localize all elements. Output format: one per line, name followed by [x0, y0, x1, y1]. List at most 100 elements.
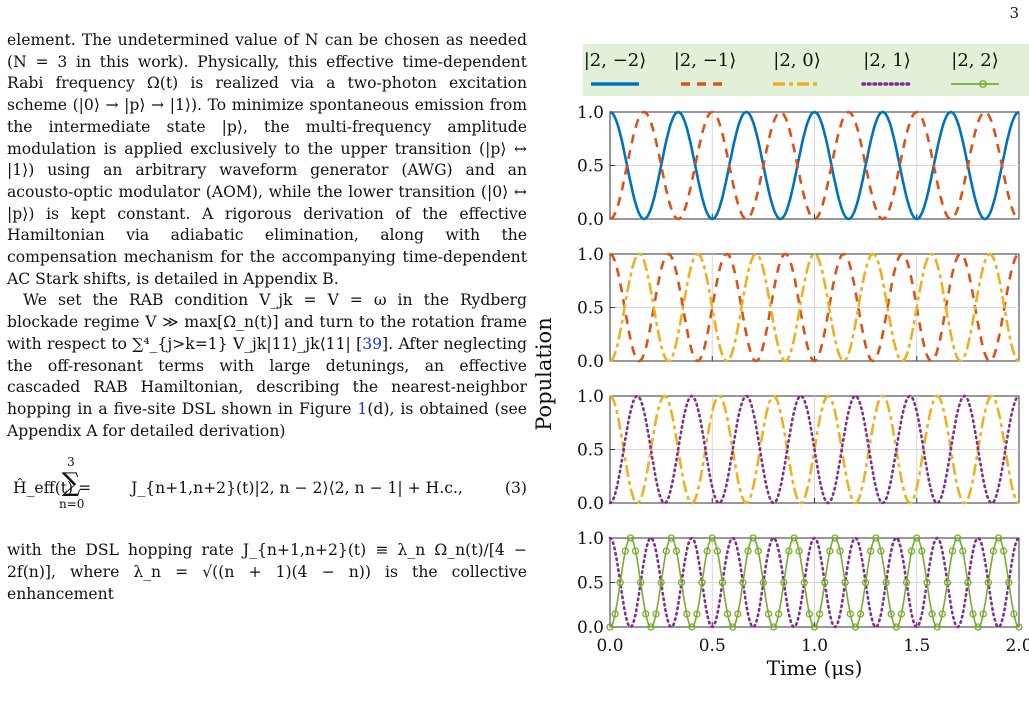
x-tick-label-0: 0.0 — [596, 636, 623, 656]
y-tick-label-1-2: 1.0 — [577, 245, 604, 265]
series-marker-3-1-57 — [897, 610, 906, 618]
series-marker-3-1-64 — [933, 623, 941, 631]
series-marker-3-1-59 — [907, 547, 916, 555]
citation-link-39[interactable]: 39 — [362, 334, 383, 353]
series-marker-3-1-9 — [652, 610, 660, 618]
series-marker-3-1-52 — [872, 534, 880, 542]
series-marker-3-1-60 — [913, 534, 921, 542]
series-marker-3-1-23 — [723, 610, 732, 618]
y-tick-label-3-0: 0.0 — [577, 618, 604, 638]
series-marker-3-1-55 — [887, 610, 895, 618]
series-marker-3-1-74 — [984, 578, 992, 587]
series-marker-3-1-78 — [1005, 578, 1013, 587]
sum-symbol: ∑ — [61, 468, 81, 499]
series-marker-3-1-17 — [693, 610, 701, 618]
x-tick-label-1: 0.5 — [699, 636, 726, 656]
series-marker-3-1-0 — [606, 623, 614, 631]
series-line-2-1 — [608, 394, 1021, 505]
series-marker-3-1-39 — [805, 610, 814, 618]
paragraph-3: with the DSL hopping rate J_{n+1,n+2}(t)… — [7, 541, 527, 603]
series-marker-3-1-70 — [964, 578, 972, 587]
series-marker-3-1-31 — [764, 610, 773, 618]
series-marker-3-1-8 — [647, 623, 655, 631]
legend-label-3: |2, 1⟩ — [863, 50, 910, 71]
legend-label-4: |2, 2⟩ — [951, 50, 998, 71]
equation-3: 3 ∑ n=0 Ĥ_eff(t) = J_{n+1,n+2}(t)|2, n −… — [7, 456, 527, 530]
series-marker-3-1-42 — [821, 578, 829, 587]
series-marker-3-1-12 — [667, 534, 676, 542]
legend-label-0: |2, −2⟩ — [584, 50, 647, 71]
series-marker-3-1-15 — [683, 610, 691, 618]
series-marker-3-1-29 — [754, 547, 762, 555]
equation-rhs: J_{n+1,n+2}(t)|2, n − 2⟩⟨2, n − 1| + H.c… — [131, 479, 463, 498]
series-marker-3-1-14 — [677, 578, 686, 587]
x-axis-label: Time (μs) — [767, 656, 863, 680]
series-marker-3-1-2 — [616, 578, 624, 587]
series-marker-3-1-71 — [969, 610, 977, 618]
series-marker-3-1-30 — [759, 578, 768, 587]
series-marker-3-1-41 — [815, 610, 824, 618]
series-marker-3-1-22 — [718, 578, 727, 587]
series-marker-3-1-7 — [642, 610, 650, 618]
y-tick-label-2-1: 0.5 — [577, 441, 604, 461]
series-line-3-1 — [609, 537, 1020, 628]
series-marker-3-1-77 — [1000, 547, 1008, 555]
series-marker-3-1-49 — [856, 610, 865, 618]
equation-body: Ĥ_eff(t) = J_{n+1,n+2}(t)|2, n − 2⟩⟨2, n… — [13, 478, 463, 500]
series-marker-3-1-35 — [785, 547, 793, 555]
series-marker-3-1-1 — [611, 610, 619, 618]
series-marker-3-1-75 — [989, 547, 998, 555]
series-line-0-1 — [609, 110, 1020, 221]
y-tick-label-0-0: 0.0 — [577, 210, 604, 230]
sum-lower-limit: n=0 — [59, 497, 85, 512]
series-marker-3-1-72 — [974, 623, 982, 631]
y-tick-label-3-1: 0.5 — [577, 574, 604, 594]
sum-upper-limit: 3 — [67, 455, 75, 470]
series-marker-3-1-43 — [826, 547, 834, 555]
series-marker-3-1-62 — [923, 578, 931, 587]
series-marker-3-1-6 — [637, 578, 645, 587]
series-marker-3-1-80 — [1015, 623, 1023, 631]
figure: |2, −2⟩ |2, −1⟩ |2, 0⟩ |2, 1⟩ |2, 2⟩ Populati… — [532, 44, 1029, 704]
series-marker-3-1-27 — [744, 547, 752, 555]
series-marker-3-1-50 — [861, 578, 870, 587]
legend-label-2: |2, 0⟩ — [773, 50, 820, 71]
paragraph-1: element. The undetermined value of N can… — [7, 31, 527, 288]
series-marker-3-1-5 — [631, 547, 640, 555]
x-tick-label-3: 1.5 — [903, 636, 930, 656]
y-tick-label-2-0: 0.0 — [577, 494, 604, 514]
series-marker-3-1-53 — [877, 547, 885, 555]
series-marker-3-1-40 — [810, 623, 819, 631]
series-marker-3-1-66 — [943, 578, 952, 587]
series-marker-3-1-58 — [902, 578, 911, 587]
legend-box — [583, 44, 1029, 96]
series-marker-3-1-19 — [703, 547, 711, 555]
series-marker-3-1-69 — [959, 547, 967, 555]
y-tick-label-1-0: 0.0 — [577, 352, 604, 372]
paragraph-2-part-a: We set the RAB condition V_jk = V = ω in… — [7, 291, 527, 353]
y-tick-label-0-1: 0.5 — [577, 157, 604, 177]
series-marker-3-1-13 — [672, 547, 681, 555]
page-number: 3 — [1009, 4, 1019, 22]
series-marker-3-1-47 — [846, 610, 854, 618]
body-text-column: element. The undetermined value of N can… — [7, 30, 527, 605]
series-marker-3-1-37 — [795, 547, 803, 555]
x-tick-label-4: 2.0 — [1005, 636, 1029, 656]
y-tick-label-3-2: 1.0 — [577, 529, 604, 549]
series-marker-3-1-16 — [688, 623, 696, 631]
series-marker-3-1-36 — [790, 534, 798, 542]
series-marker-3-1-79 — [1010, 610, 1018, 618]
series-marker-3-1-54 — [882, 578, 890, 587]
paragraph-2-part-b: ]. After neglecting the off-resonant ter… — [7, 334, 527, 418]
series-marker-3-1-46 — [841, 578, 849, 587]
series-marker-3-1-45 — [836, 547, 844, 555]
series-marker-3-1-20 — [708, 534, 716, 542]
y-axis-label: Population — [535, 317, 556, 430]
series-marker-3-1-25 — [734, 610, 742, 618]
x-tick-label-2: 1.0 — [801, 636, 828, 656]
series-marker-3-1-56 — [892, 623, 900, 631]
series-marker-3-1-26 — [739, 578, 747, 587]
series-marker-3-1-48 — [851, 623, 860, 631]
figure-link-1[interactable]: 1 — [357, 399, 368, 418]
y-tick-label-2-2: 1.0 — [577, 387, 604, 407]
